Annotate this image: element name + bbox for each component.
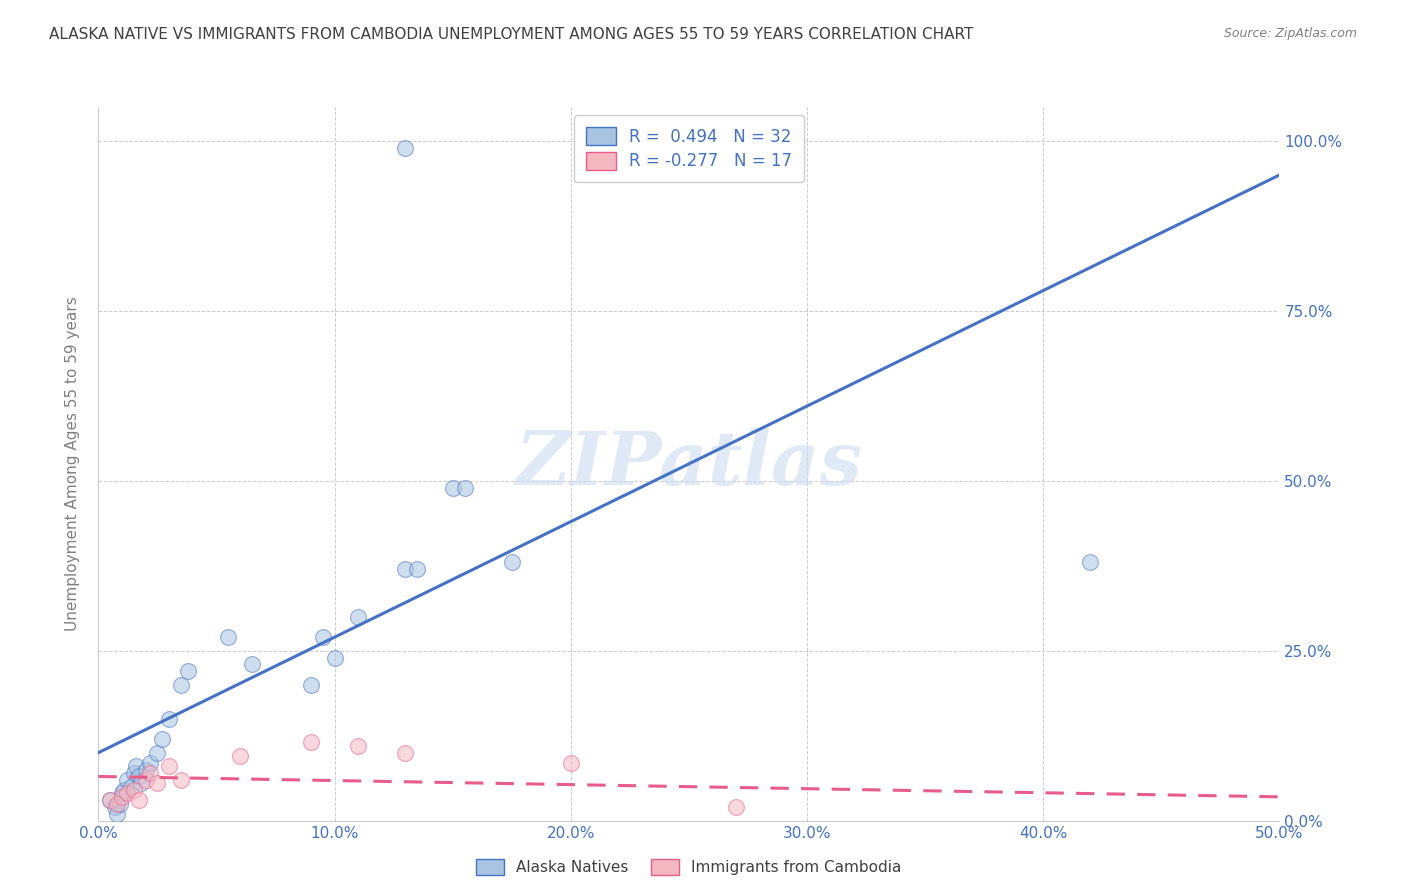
Point: [121, 780, 143, 794]
Point: [1080, 555, 1102, 569]
Point: [122, 766, 145, 780]
Point: [347, 739, 370, 753]
Point: [98, 793, 121, 807]
Point: [128, 793, 150, 807]
Point: [129, 776, 152, 790]
Point: [170, 678, 193, 692]
Point: [299, 735, 322, 749]
Point: [170, 772, 193, 787]
Point: [323, 650, 346, 665]
Point: [125, 759, 148, 773]
Point: [299, 678, 322, 692]
Y-axis label: Unemployment Among Ages 55 to 59 years: Unemployment Among Ages 55 to 59 years: [65, 296, 80, 632]
Point: [139, 766, 162, 780]
Point: [441, 481, 464, 495]
Point: [560, 756, 582, 770]
Point: [312, 630, 335, 644]
Text: ZIPatlas: ZIPatlas: [516, 427, 862, 500]
Point: [394, 746, 416, 760]
Point: [139, 756, 162, 770]
Point: [177, 664, 200, 678]
Point: [725, 800, 748, 814]
Point: [105, 797, 128, 811]
Point: [240, 657, 263, 672]
Point: [115, 787, 138, 801]
Point: [111, 789, 134, 804]
Point: [406, 562, 429, 576]
Point: [453, 481, 475, 495]
Point: [115, 772, 138, 787]
Point: [135, 763, 157, 777]
Point: [112, 783, 135, 797]
Point: [217, 630, 239, 644]
Point: [135, 772, 157, 787]
Point: [146, 776, 169, 790]
Point: [128, 769, 150, 783]
Point: [122, 783, 145, 797]
Text: ALASKA NATIVE VS IMMIGRANTS FROM CAMBODIA UNEMPLOYMENT AMONG AGES 55 TO 59 YEARS: ALASKA NATIVE VS IMMIGRANTS FROM CAMBODI…: [49, 27, 973, 42]
Point: [150, 732, 173, 747]
Point: [105, 806, 128, 821]
Point: [104, 800, 127, 814]
Point: [146, 746, 169, 760]
Legend: Alaska Natives, Immigrants from Cambodia: Alaska Natives, Immigrants from Cambodia: [467, 849, 911, 884]
Text: Source: ZipAtlas.com: Source: ZipAtlas.com: [1223, 27, 1357, 40]
Point: [229, 749, 252, 764]
Point: [108, 797, 131, 811]
Point: [111, 787, 134, 801]
Point: [157, 759, 180, 773]
Point: [501, 555, 523, 569]
Point: [347, 609, 370, 624]
Point: [157, 712, 180, 726]
Point: [394, 562, 416, 576]
Point: [98, 793, 121, 807]
Point: [394, 141, 416, 155]
